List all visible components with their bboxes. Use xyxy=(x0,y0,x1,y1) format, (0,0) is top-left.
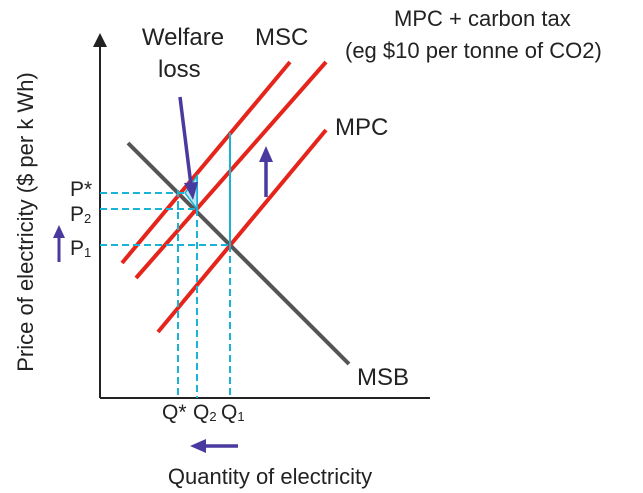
p2-label: P2 xyxy=(70,203,91,226)
mpc-label: MPC xyxy=(335,114,388,141)
p-star-label: P* xyxy=(70,178,92,201)
msb-label: MSB xyxy=(357,364,409,391)
mpc-line xyxy=(156,128,328,334)
p1-label: P1 xyxy=(70,237,91,260)
q1-label: Q1 xyxy=(221,401,245,424)
welfare-pointer-arrow xyxy=(178,96,193,186)
q2-label: Q2 xyxy=(193,401,217,424)
welfare-pointer-head xyxy=(184,182,198,200)
msb-line xyxy=(126,141,351,366)
q-star-label: Q* xyxy=(162,401,187,424)
carbon-tax-label-line1: MPC + carbon tax xyxy=(394,6,571,31)
welfare-loss-label-line2: loss xyxy=(158,56,201,83)
msc-line xyxy=(120,60,292,265)
tax-shift-arrowhead xyxy=(259,146,273,162)
carbon-tax-label-line2: (eg $10 per tonne of CO2) xyxy=(345,38,602,63)
msc-label: MSC xyxy=(255,24,308,51)
welfare-loss-label-line1: Welfare xyxy=(142,24,224,51)
price-up-arrowhead xyxy=(53,225,65,238)
x-axis-title: Quantity of electricity xyxy=(168,464,372,489)
y-axis-title: Price of electricity ($ per k Wh) xyxy=(13,72,38,372)
quantity-down-arrowhead xyxy=(190,439,206,453)
guide-lines xyxy=(100,190,231,398)
